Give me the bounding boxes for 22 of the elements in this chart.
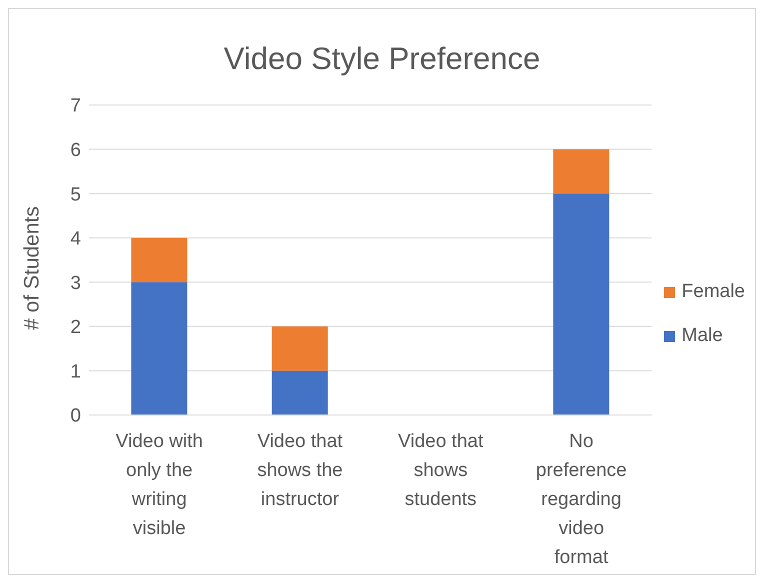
bar [131,282,188,415]
y-tick-label: 4 [70,228,82,250]
bar [553,149,610,194]
y-tick-label: 5 [70,184,81,206]
y-axis-title: # of Students [20,206,44,330]
chart-title: Video Style Preference [222,41,542,78]
x-tick-label: No preference regarding video format [536,431,627,568]
y-tick-label: 0 [70,406,81,427]
bar [272,370,328,415]
y-tick-label: 6 [70,140,81,162]
bar [272,326,328,371]
y-tick-label: 1 [70,361,81,382]
bar [131,238,188,282]
y-tick-label: 2 [70,317,81,338]
y-tick-label: 3 [70,272,81,294]
y-tick-label: 7 [70,96,81,117]
legend-label: Female [682,281,745,303]
x-tick-label: Video that shows students [398,431,484,510]
bar [553,194,610,415]
legend-label: Male [682,325,723,347]
x-tick-label: Video with only the writing visible [116,431,203,539]
x-tick-label: Video that shows the instructor [257,431,344,510]
